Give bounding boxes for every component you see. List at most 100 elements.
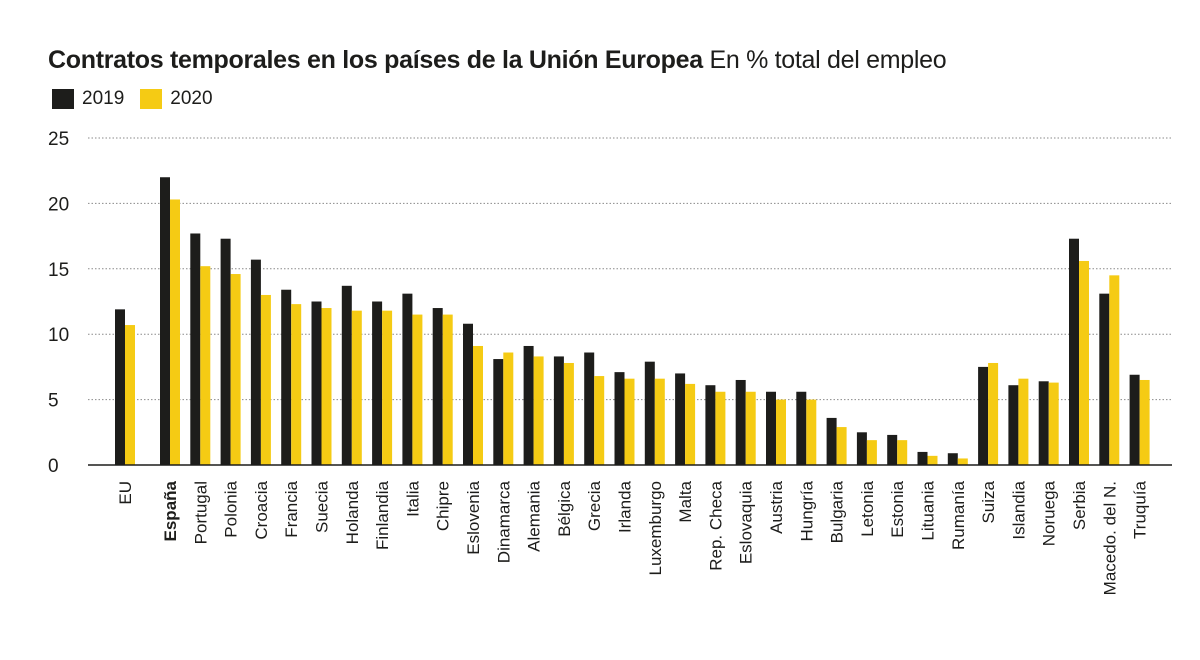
bar-2019-8: [372, 301, 383, 465]
bar-2019-14: [553, 356, 564, 465]
bar-2020-13: [533, 356, 544, 465]
x-tick-label-28: Suiza: [979, 480, 998, 523]
bar-2019-28: [978, 366, 989, 465]
bar-2020-27: [957, 458, 968, 465]
bar-2019-2: [190, 233, 201, 465]
bar-2019-26: [917, 451, 928, 465]
bar-2019-22: [796, 391, 807, 465]
x-tick-label-32: Macedo. del N.: [1100, 481, 1119, 595]
bar-2020-15: [594, 376, 605, 465]
legend-label-2020: 2020: [170, 88, 213, 109]
bar-2020-30: [1048, 382, 1059, 465]
x-tick-label-15: Grecia: [585, 480, 604, 531]
bar-2019-25: [887, 434, 898, 465]
x-tick-label-6: Suecia: [313, 480, 332, 533]
x-tick-label-2: Portugal: [191, 481, 210, 544]
x-tick-label-27: Rumanía: [949, 480, 968, 550]
x-tick-label-17: Luxemburgo: [646, 481, 665, 576]
bar-2020-14: [563, 362, 574, 465]
bar-2020-29: [1018, 378, 1029, 465]
bar-2019-11: [463, 323, 473, 465]
bar-2019-6: [311, 301, 322, 465]
bar-2019-17: [644, 361, 655, 465]
bar-2020-32: [1109, 275, 1120, 465]
bar-2019-31: [1069, 238, 1079, 465]
bar-2019-24: [856, 432, 867, 465]
bar-2019-33: [1129, 374, 1140, 465]
bar-2020-19: [715, 391, 726, 465]
bar-2020-31: [1079, 260, 1089, 465]
bar-2019-10: [432, 308, 443, 465]
bar-2020-3: [230, 274, 241, 465]
x-tick-label-4: Croacia: [252, 480, 271, 539]
bar-2019-19: [705, 385, 716, 465]
bar-2020-26: [927, 455, 938, 465]
bar-2020-0: [125, 325, 135, 465]
bar-2019-13: [523, 345, 534, 465]
x-tick-label-1: España: [161, 480, 180, 541]
bar-2019-1: [160, 177, 170, 466]
bar-2020-22: [806, 399, 817, 465]
x-tick-label-7: Holanda: [343, 480, 362, 544]
bar-2020-1: [170, 199, 180, 465]
y-tick-label-5: 5: [48, 391, 59, 412]
bar-2020-6: [321, 308, 332, 465]
x-tick-label-8: Finlandia: [373, 480, 392, 550]
bar-2020-28: [988, 362, 999, 465]
chart-title-main: Contratos temporales en los países de la…: [48, 46, 703, 74]
x-tick-label-29: Islandia: [1009, 480, 1028, 539]
bar-2020-4: [260, 294, 271, 465]
x-tick-label-18: Malta: [676, 480, 695, 522]
x-tick-label-14: Bélgica: [555, 480, 574, 536]
bar-2019-12: [493, 359, 504, 465]
bar-2019-30: [1038, 381, 1049, 465]
bar-2020-17: [654, 378, 665, 465]
bar-2019-23: [826, 417, 837, 465]
bar-2019-20: [735, 379, 746, 465]
bar-2019-16: [614, 372, 625, 465]
bar-2019-21: [766, 391, 776, 465]
y-tick-label-25: 25: [48, 129, 69, 150]
legend-swatch-2019: [52, 89, 74, 109]
x-tick-label-11: Eslovenia: [464, 480, 483, 554]
bar-2020-5: [291, 304, 302, 465]
chart-title: Contratos temporales en los países de la…: [48, 46, 947, 75]
x-tick-label-24: Letonia: [858, 480, 877, 536]
bar-2020-23: [836, 427, 847, 465]
x-tick-label-31: Serbia: [1070, 480, 1089, 530]
bar-2020-21: [776, 399, 786, 465]
bar-2020-25: [897, 440, 908, 465]
bar-2020-33: [1139, 379, 1150, 465]
bar-2019-5: [281, 289, 292, 465]
bar-2019-27: [947, 453, 958, 465]
chart-subtitle: En % total del empleo: [709, 46, 947, 74]
y-tick-label-15: 15: [48, 260, 69, 281]
bar-2020-20: [745, 391, 756, 465]
x-tick-label-12: Dinamarca: [494, 480, 513, 563]
y-tick-label-20: 20: [48, 194, 69, 215]
bar-2020-12: [503, 352, 514, 465]
bar-2019-18: [675, 373, 686, 465]
bar-2019-15: [584, 352, 595, 465]
bar-2020-16: [624, 378, 635, 465]
bar-2020-7: [351, 310, 362, 465]
bar-2020-2: [200, 266, 211, 465]
x-tick-label-0: EU: [116, 481, 135, 505]
x-tick-label-19: Rep. Checa: [706, 480, 725, 570]
bar-2019-0: [115, 309, 125, 465]
bar-2019-7: [341, 285, 352, 465]
bar-2019-3: [220, 238, 231, 465]
x-tick-label-22: Hungría: [797, 480, 816, 541]
x-tick-label-21: Austria: [767, 480, 786, 533]
bar-2020-24: [866, 440, 877, 465]
x-tick-label-25: Estonia: [888, 480, 907, 537]
y-tick-label-0: 0: [48, 456, 59, 477]
x-tick-label-20: Eslovaquia: [737, 480, 756, 564]
legend: 2019 2020: [52, 88, 229, 110]
x-tick-label-33: Truquía: [1131, 480, 1150, 539]
legend-item-2020: 2020: [140, 88, 213, 110]
x-tick-label-23: Bulgaria: [828, 480, 847, 543]
legend-label-2019: 2019: [82, 88, 125, 109]
x-tick-label-10: Chipre: [434, 481, 453, 531]
